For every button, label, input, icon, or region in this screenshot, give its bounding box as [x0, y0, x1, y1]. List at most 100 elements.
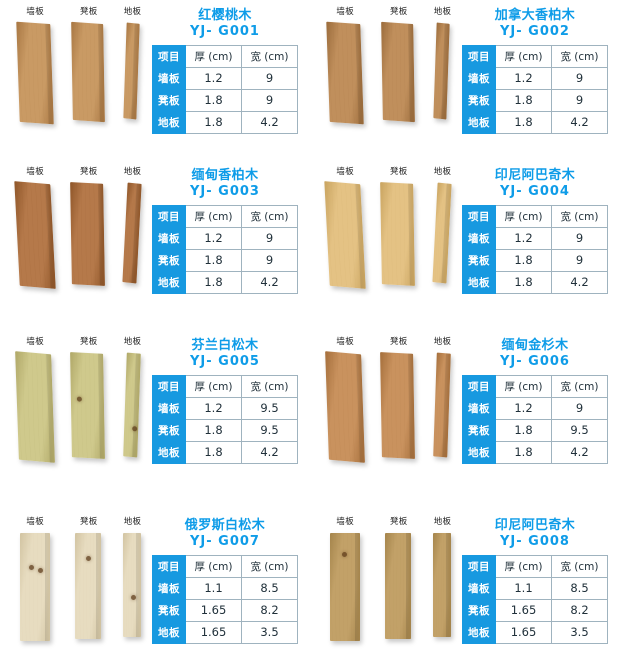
wood-plank-image	[384, 533, 411, 639]
sample-label: 地板	[123, 337, 142, 347]
spec-corner-header: 项目	[152, 44, 186, 68]
plank-sample-地板[interactable]	[422, 182, 462, 284]
plank-sample-墙板[interactable]	[316, 21, 374, 125]
sample-label-row: 墙板 凳板 地板	[6, 164, 152, 180]
product-code: YJ- G008	[500, 533, 570, 549]
plank-row	[6, 181, 152, 299]
product-cell[interactable]: 墙板 凳板 地板 红樱桃木 YJ- G001 项目厚 (cm) 宽 (cm) 墙板 1.2 9 凳板…	[0, 0, 310, 160]
plank-sample-墙板[interactable]	[6, 181, 64, 289]
sample-photos: 墙板 凳板 地板	[0, 160, 152, 299]
plank-sample-墙板[interactable]	[316, 351, 374, 463]
plank-sample-凳板[interactable]	[64, 352, 112, 459]
plank-sample-墙板[interactable]	[316, 533, 374, 641]
sample-label: 墙板	[26, 7, 44, 17]
spec-column-header: 厚 (cm)	[495, 554, 552, 578]
plank-sample-凳板[interactable]	[374, 533, 422, 639]
product-name: 芬兰白松木	[191, 338, 259, 353]
plank-sample-凳板[interactable]	[374, 182, 422, 286]
plank-sample-墙板[interactable]	[316, 181, 374, 289]
spec-thickness-value: 1.1	[185, 576, 242, 600]
plank-sample-凳板[interactable]	[374, 352, 422, 459]
product-title-block: 红樱桃木 YJ- G001	[152, 8, 298, 40]
plank-sample-墙板[interactable]	[6, 21, 64, 125]
plank-sample-地板[interactable]	[422, 22, 462, 120]
spec-width-value: 9.5	[551, 418, 608, 442]
sample-photos: 墙板 凳板 地板	[310, 510, 462, 649]
spec-table: 项目厚 (cm) 宽 (cm) 墙板 1.2 9 凳板 1.8 9 地板 1.8 4.2	[152, 44, 298, 134]
product-name: 加拿大香柏木	[494, 8, 576, 23]
plank-edge-highlight	[405, 533, 411, 639]
spec-width-value: 9	[551, 226, 608, 250]
spec-width-value: 4.2	[241, 270, 298, 294]
spec-thickness-value: 1.8	[185, 418, 242, 442]
plank-sample-地板[interactable]	[112, 22, 152, 120]
spec-width-value: 4.2	[241, 440, 298, 464]
product-name: 印尼阿巴奇木	[494, 518, 576, 533]
plank-sample-墙板[interactable]	[6, 533, 64, 641]
plank-sample-地板[interactable]	[112, 182, 152, 284]
sample-label: 地板	[433, 337, 452, 347]
spec-row-label: 地板	[462, 270, 496, 294]
spec-table: 项目厚 (cm) 宽 (cm) 墙板 1.2 9 凳板 1.8 9 地板 1.8 4.2	[462, 44, 608, 134]
sample-label-row: 墙板 凳板 地板	[316, 164, 462, 180]
plank-row	[316, 181, 462, 299]
plank-edge-highlight	[98, 183, 106, 286]
product-name: 印尼阿巴奇木	[494, 168, 576, 183]
sample-photos: 墙板 凳板 地板	[310, 330, 462, 469]
spec-width-value: 9	[241, 248, 298, 272]
sample-photos: 墙板 凳板 地板	[310, 160, 462, 299]
plank-sample-凳板[interactable]	[64, 182, 112, 286]
product-name: 缅甸金杉木	[501, 338, 569, 353]
product-cell[interactable]: 墙板 凳板 地板 俄罗斯白松木 YJ- G007 项目厚 (cm) 宽 (cm) 墙板 1.1 8…	[0, 510, 310, 666]
spec-thickness-value: 1.2	[495, 226, 552, 250]
spec-row: 凳板 1.65 8.2	[152, 598, 298, 622]
sample-label-row: 墙板 凳板 地板	[6, 514, 152, 530]
plank-sample-地板[interactable]	[112, 352, 152, 458]
spec-thickness-value: 1.8	[495, 418, 552, 442]
spec-column-header: 宽 (cm)	[241, 204, 298, 228]
product-title-block: 加拿大香柏木 YJ- G002	[462, 8, 608, 40]
wood-knot	[130, 595, 136, 601]
spec-width-value: 9	[241, 88, 298, 112]
sample-label: 墙板	[26, 337, 44, 347]
plank-sample-墙板[interactable]	[6, 351, 64, 463]
sample-label: 地板	[123, 7, 142, 17]
product-cell[interactable]: 墙板 凳板 地板 芬兰白松木 YJ- G005 项目厚 (cm) 宽 (cm) 墙板 1.2 9.…	[0, 330, 310, 510]
wood-plank-image	[122, 533, 141, 637]
spec-row: 凳板 1.8 9.5	[152, 418, 298, 442]
product-cell[interactable]: 墙板 凳板 地板 缅甸香柏木 YJ- G003 项目厚 (cm) 宽 (cm) 墙板 1.2 9 凳…	[0, 160, 310, 330]
product-cell[interactable]: 墙板 凳板 地板 印尼阿巴奇木 YJ- G008 项目厚 (cm) 宽 (cm) 墙板 1.1 8…	[310, 510, 620, 666]
plank-sample-地板[interactable]	[112, 533, 152, 637]
product-code: YJ- G004	[500, 183, 570, 199]
plank-sample-凳板[interactable]	[64, 21, 112, 123]
spec-row-label: 凳板	[462, 88, 496, 112]
spec-row-label: 墙板	[462, 226, 496, 250]
spec-thickness-value: 1.65	[185, 620, 242, 644]
plank-row	[6, 533, 152, 649]
spec-row: 凳板 1.8 9.5	[462, 418, 608, 442]
spec-thickness-value: 1.8	[495, 88, 552, 112]
product-cell[interactable]: 墙板 凳板 地板 缅甸金杉木 YJ- G006 项目厚 (cm) 宽 (cm) 墙板 1.2 9 凳…	[310, 330, 620, 510]
plank-sample-地板[interactable]	[422, 352, 462, 458]
spec-thickness-value: 1.8	[185, 110, 242, 134]
wood-plank-image	[16, 21, 54, 125]
spec-row-label: 地板	[152, 620, 186, 644]
wood-plank-image	[14, 181, 56, 289]
spec-header-row: 项目厚 (cm) 宽 (cm)	[462, 374, 608, 398]
spec-row: 地板 1.65 3.5	[462, 620, 608, 644]
spec-corner-header: 项目	[462, 204, 496, 228]
plank-sample-地板[interactable]	[422, 533, 462, 637]
spec-row: 凳板 1.8 9	[462, 248, 608, 272]
plank-row	[316, 351, 462, 469]
spec-thickness-value: 1.8	[185, 248, 242, 272]
spec-thickness-value: 1.8	[495, 110, 552, 134]
plank-edge-highlight	[97, 23, 105, 123]
plank-row	[6, 351, 152, 469]
product-cell[interactable]: 墙板 凳板 地板 加拿大香柏木 YJ- G002 项目厚 (cm) 宽 (cm) 墙板 1.2 9…	[310, 0, 620, 160]
plank-sample-凳板[interactable]	[64, 533, 112, 639]
spec-row-label: 墙板	[462, 576, 496, 600]
wood-knot	[86, 556, 92, 562]
plank-sample-凳板[interactable]	[374, 21, 422, 123]
spec-row-label: 凳板	[152, 248, 186, 272]
product-cell[interactable]: 墙板 凳板 地板 印尼阿巴奇木 YJ- G004 项目厚 (cm) 宽 (cm) 墙板 1.2 9…	[310, 160, 620, 330]
